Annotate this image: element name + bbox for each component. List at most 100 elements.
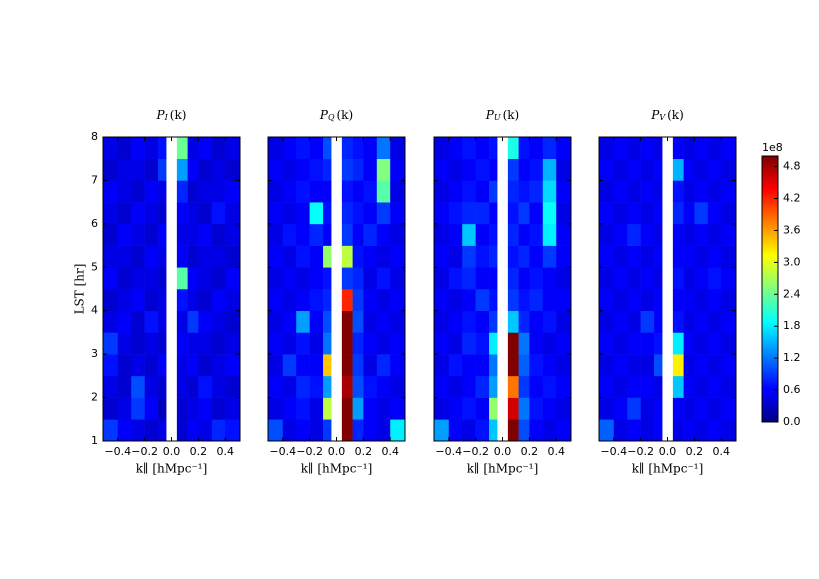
heatmap-cell xyxy=(613,419,628,442)
heatmap-cell xyxy=(721,137,737,160)
heatmap-cell xyxy=(296,332,310,355)
heatmap-cell xyxy=(309,202,324,225)
title-symbol: P xyxy=(485,108,495,122)
heatmap-cell xyxy=(296,202,310,225)
heatmap-cell xyxy=(599,289,615,312)
heatmap-cell xyxy=(475,202,490,225)
heatmap-cell xyxy=(352,245,364,268)
heatmap-cell xyxy=(529,397,544,420)
heatmap-cell xyxy=(187,223,199,246)
heatmap-cell xyxy=(434,310,450,333)
heatmap-cell xyxy=(672,158,684,181)
heatmap-cell xyxy=(390,137,406,160)
heatmap-cell xyxy=(529,158,544,181)
heatmap-cell xyxy=(542,419,557,442)
heatmap-cell xyxy=(434,375,450,398)
heatmap-cell xyxy=(376,289,391,312)
heatmap-cell xyxy=(323,180,332,203)
heatmap-cell xyxy=(352,223,364,246)
x-tick-label: 0.0 xyxy=(494,445,512,458)
heatmap-cell xyxy=(103,245,119,268)
heatmap-cell xyxy=(363,375,378,398)
heatmap-cell xyxy=(556,332,572,355)
heatmap-cell xyxy=(323,419,332,442)
heatmap-cell xyxy=(341,332,353,355)
heatmap-cell xyxy=(363,267,378,290)
heatmap-cell xyxy=(198,397,213,420)
heatmap-cell xyxy=(654,332,663,355)
heatmap-cell xyxy=(211,332,226,355)
heatmap-cell xyxy=(352,375,364,398)
heatmap-cell xyxy=(131,267,145,290)
heatmap-cell xyxy=(268,158,284,181)
heatmap-cell xyxy=(448,137,463,160)
heatmap-cell xyxy=(390,332,406,355)
heatmap-cell xyxy=(462,332,476,355)
heatmap-cell xyxy=(599,180,615,203)
heatmap-cell xyxy=(131,375,145,398)
heatmap-cell xyxy=(613,158,628,181)
heatmap-cell xyxy=(376,397,391,420)
heatmap-cell xyxy=(707,332,722,355)
heatmap-cell xyxy=(198,267,213,290)
heatmap-cell xyxy=(103,332,119,355)
heatmap-cell xyxy=(176,289,188,312)
heatmap-cell xyxy=(640,354,655,377)
heatmap-cell xyxy=(694,419,709,442)
heatmap-cell xyxy=(117,354,132,377)
heatmap-cell xyxy=(103,354,119,377)
heatmap-cell xyxy=(323,332,332,355)
x-axis-label: k∥ [hMpc⁻¹] xyxy=(301,462,373,476)
heatmap-cell xyxy=(489,158,498,181)
heatmap-cell xyxy=(556,223,572,246)
title-subscript: V xyxy=(659,113,666,122)
heatmap-cell xyxy=(187,158,199,181)
heatmap-cell xyxy=(683,223,695,246)
heatmap-cell xyxy=(599,354,615,377)
heatmap-cell xyxy=(390,267,406,290)
heatmap-cell xyxy=(489,223,498,246)
heatmap-cell xyxy=(518,375,530,398)
heatmap-cell xyxy=(390,289,406,312)
heatmap-cell xyxy=(672,397,684,420)
heatmap-cell xyxy=(296,419,310,442)
heatmap-cell xyxy=(352,397,364,420)
heatmap-cell xyxy=(117,419,132,442)
heatmap-cell xyxy=(599,310,615,333)
y-tick-label: 2 xyxy=(91,391,98,404)
heatmap-cell xyxy=(518,310,530,333)
heatmap-cell xyxy=(158,419,167,442)
heatmap-cell xyxy=(434,223,450,246)
heatmap-cell xyxy=(309,375,324,398)
heatmap-cell xyxy=(158,202,167,225)
heatmap-cell xyxy=(117,180,132,203)
y-tick-label: 8 xyxy=(91,130,98,143)
heatmap-cell xyxy=(518,137,530,160)
heatmap-cell xyxy=(599,419,615,442)
y-tick-label: 7 xyxy=(91,173,98,186)
heatmap-cell xyxy=(211,158,226,181)
heatmap-cell xyxy=(654,375,663,398)
heatmap-cell xyxy=(376,419,391,442)
heatmap-cell xyxy=(225,223,241,246)
heatmap-cell xyxy=(363,419,378,442)
heatmap-cell xyxy=(103,202,119,225)
colorbar-offset-label: 1e8 xyxy=(762,141,783,154)
heatmap-cell xyxy=(462,267,476,290)
heatmap-cell xyxy=(694,223,709,246)
heatmap-cell xyxy=(376,245,391,268)
heatmap-cell xyxy=(672,245,684,268)
heatmap-cell xyxy=(462,223,476,246)
heatmap-cell xyxy=(683,158,695,181)
heatmap-cell xyxy=(103,267,119,290)
heatmap-cell xyxy=(103,158,119,181)
heatmap-cell xyxy=(176,375,188,398)
heatmap-cell xyxy=(363,332,378,355)
heatmap-cell xyxy=(613,180,628,203)
heatmap-cell xyxy=(707,158,722,181)
heatmap-cell xyxy=(117,375,132,398)
heatmap-cell xyxy=(158,137,167,160)
heatmap-cell xyxy=(542,332,557,355)
x-tick-label: 0.4 xyxy=(381,445,399,458)
heatmap-cell xyxy=(489,202,498,225)
